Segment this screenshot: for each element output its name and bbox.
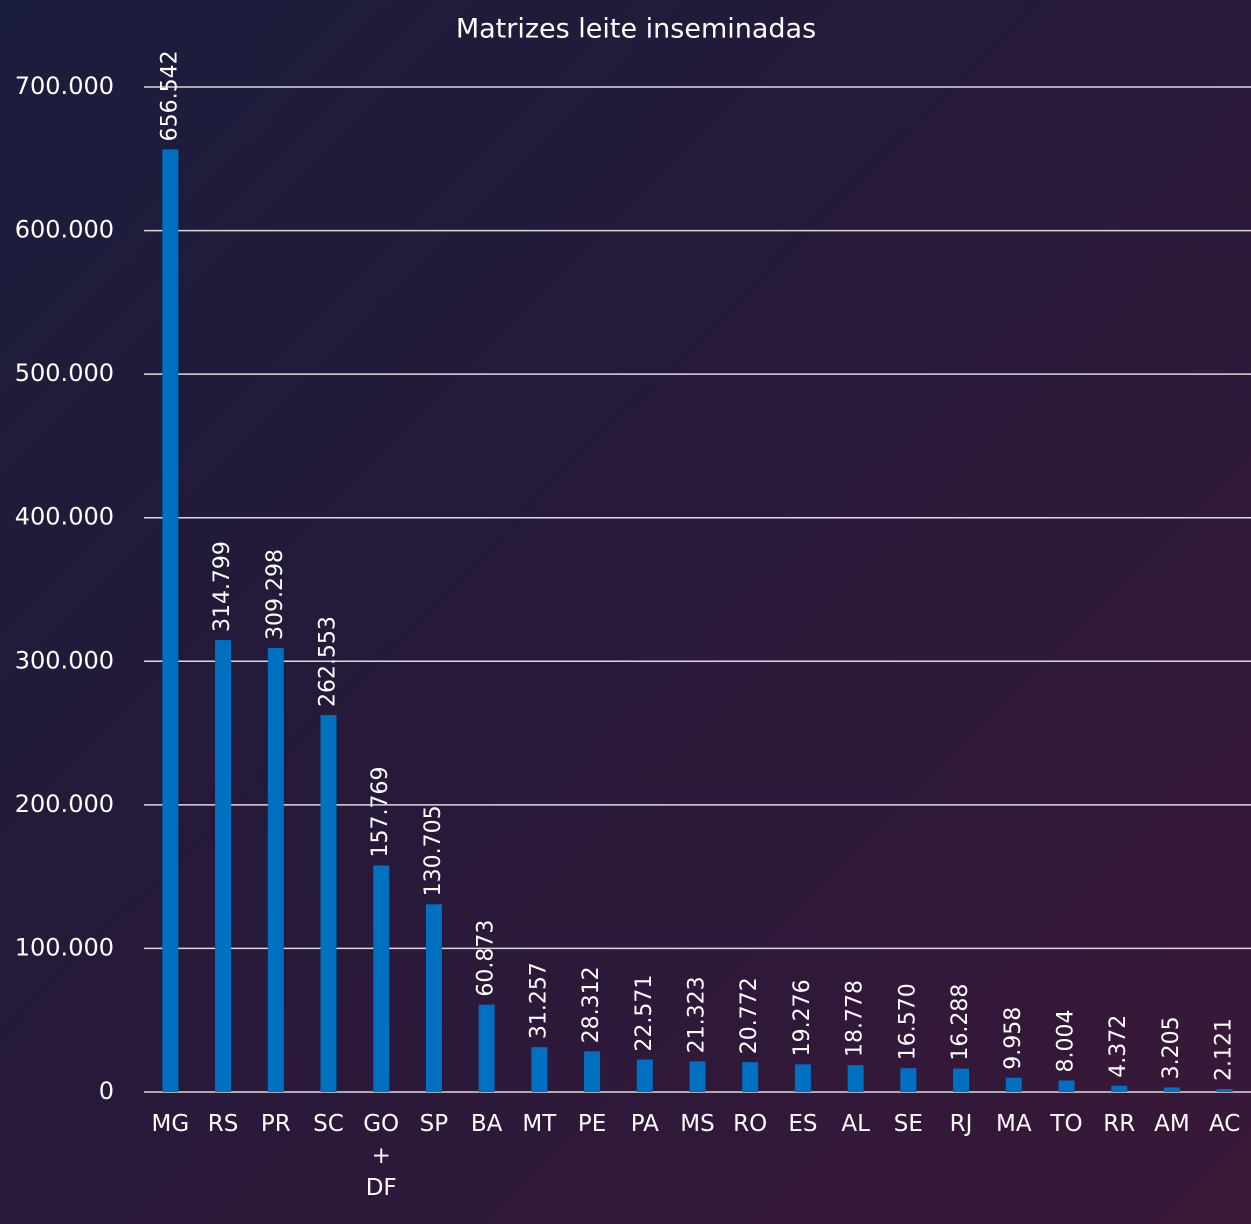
x-tick-label: MG (151, 1111, 190, 1137)
x-tick-label: AC (1208, 1111, 1241, 1137)
y-tick-label: 500.000 (15, 359, 114, 387)
bar (215, 640, 232, 1092)
value-label: 22.571 (632, 975, 657, 1052)
y-tick-label: 0 (99, 1077, 114, 1105)
bar (267, 647, 284, 1092)
x-tick-label: PR (260, 1111, 291, 1137)
bar (742, 1062, 759, 1092)
bar (1058, 1080, 1075, 1092)
value-label: 157.769 (368, 767, 393, 858)
bar (531, 1047, 548, 1092)
bar (425, 904, 442, 1092)
x-tick-label: SE (893, 1111, 923, 1137)
x-tick-label: BA (470, 1111, 503, 1137)
y-tick-label: 700.000 (15, 72, 114, 100)
bar (1005, 1077, 1022, 1092)
value-label: 309.298 (263, 549, 288, 640)
value-label: 9.958 (1001, 1007, 1026, 1070)
bar (584, 1051, 601, 1092)
bar (953, 1068, 970, 1092)
value-label: 314.799 (210, 541, 235, 632)
value-label: 28.312 (579, 966, 604, 1043)
bar (478, 1004, 495, 1092)
value-label: 2.121 (1212, 1018, 1237, 1081)
bar (1163, 1087, 1180, 1092)
value-label: 19.276 (790, 979, 815, 1056)
value-label: 130.705 (421, 805, 446, 896)
y-tick-label: 100.000 (15, 933, 114, 961)
y-tick-label: 300.000 (15, 646, 114, 674)
value-label: 4.372 (1106, 1015, 1131, 1078)
x-tick-label: RJ (949, 1111, 973, 1137)
y-tick-label: 400.000 (15, 503, 114, 531)
x-tick-label: PA (630, 1111, 659, 1137)
bar (1216, 1088, 1233, 1092)
bar (636, 1059, 653, 1092)
x-tick-label: RO (733, 1111, 768, 1137)
x-tick-label: MA (995, 1111, 1032, 1137)
x-tick-label: RR (1103, 1111, 1136, 1137)
value-label: 20.772 (737, 977, 762, 1054)
value-label: 31.257 (526, 962, 551, 1039)
bar (847, 1065, 864, 1092)
bar (320, 715, 337, 1092)
x-tick-label: TO (1050, 1111, 1083, 1137)
x-tick-label: SP (419, 1111, 449, 1137)
value-label: 262.553 (316, 616, 341, 707)
bar (689, 1061, 706, 1092)
value-label: 21.323 (685, 976, 710, 1053)
y-tick-label: 200.000 (15, 790, 114, 818)
x-tick-label: GO + DF (363, 1111, 400, 1201)
x-tick-label: MT (522, 1111, 557, 1137)
bar (900, 1068, 917, 1092)
bar (1111, 1085, 1128, 1092)
x-tick-label: PE (577, 1111, 607, 1137)
value-label: 16.288 (948, 984, 973, 1061)
value-label: 656.542 (157, 50, 182, 141)
x-tick-label: MS (680, 1111, 715, 1137)
bar (373, 865, 390, 1092)
x-tick-label: AL (841, 1111, 870, 1137)
x-tick-label: RS (207, 1111, 239, 1137)
value-label: 16.570 (895, 983, 920, 1060)
chart-title: Matrizes leite inseminadas (456, 14, 816, 45)
bar (794, 1064, 811, 1092)
x-tick-label: SC (313, 1111, 344, 1137)
value-label: 8.004 (1054, 1010, 1079, 1073)
bar (162, 149, 179, 1093)
value-label: 18.778 (843, 980, 868, 1057)
value-label: 60.873 (474, 920, 499, 997)
x-tick-label: ES (788, 1111, 818, 1137)
x-tick-label: AM (1154, 1111, 1190, 1137)
value-label: 3.205 (1159, 1016, 1184, 1079)
y-tick-label: 600.000 (15, 216, 114, 244)
